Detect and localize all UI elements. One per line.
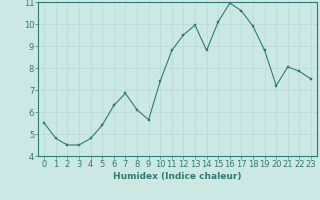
X-axis label: Humidex (Indice chaleur): Humidex (Indice chaleur) — [113, 172, 242, 181]
